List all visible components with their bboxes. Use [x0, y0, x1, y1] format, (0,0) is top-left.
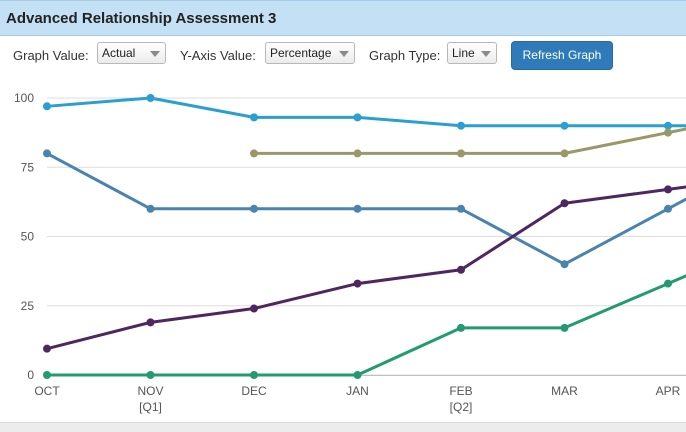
data-point [560, 323, 569, 332]
data-point [353, 113, 362, 122]
series-line-4 [46, 185, 686, 351]
y-tick-label: 75 [21, 160, 35, 174]
data-point [664, 185, 672, 194]
y-tick-label: 100 [14, 91, 34, 105]
data-point [664, 279, 672, 288]
series-line-3 [46, 152, 686, 266]
data-point [457, 265, 465, 274]
y-tick-label: 0 [27, 368, 34, 382]
chevron-down-icon [339, 51, 349, 57]
data-point [664, 128, 672, 137]
y-axis-value-label: Y-Axis Value: [180, 48, 256, 63]
refresh-graph-button[interactable]: Refresh Graph [511, 41, 613, 70]
graph-type-select[interactable]: Line [447, 42, 497, 64]
data-point [457, 149, 465, 158]
graph-toolbar: Graph Value: Actual Y-Axis Value: Percen… [0, 36, 686, 76]
series-line-5 [47, 274, 686, 377]
graph-type-selected: Line [452, 46, 475, 60]
x-tick-label: DEC [241, 384, 267, 398]
data-point [146, 371, 155, 379]
data-point [457, 204, 465, 213]
x-quarter-label: [Q1] [139, 400, 162, 414]
data-point [250, 304, 258, 313]
graph-value-label: Graph Value: [13, 48, 89, 63]
data-point [353, 204, 362, 213]
series-line-1 [46, 96, 686, 128]
x-tick-label: MAR [551, 384, 578, 398]
panel-footer-strip [0, 422, 686, 432]
y-tick-label: 25 [21, 299, 35, 313]
panel-header: Advanced Relationship Assessment 3 [0, 0, 686, 36]
data-point [43, 149, 51, 158]
x-quarter-label: [Q2] [450, 400, 473, 414]
chevron-down-icon [150, 51, 160, 57]
data-point [560, 260, 569, 269]
data-point [457, 121, 465, 130]
data-point [353, 371, 362, 379]
data-point [146, 318, 155, 327]
chevron-down-icon [481, 51, 491, 57]
graph-value-select[interactable]: Actual [97, 42, 166, 64]
data-point [664, 121, 672, 130]
data-point [250, 371, 258, 379]
data-point [457, 323, 465, 332]
data-point [43, 344, 51, 353]
data-point [43, 102, 51, 111]
data-point [560, 149, 569, 158]
data-point [43, 371, 51, 379]
data-point [146, 94, 155, 102]
y-axis-value-select[interactable]: Percentage [265, 42, 355, 64]
data-point [250, 204, 258, 213]
data-point [353, 149, 362, 158]
y-tick-label: 50 [21, 230, 35, 244]
panel-title: Advanced Relationship Assessment 3 [6, 10, 277, 27]
graph-type-label: Graph Type: [369, 48, 441, 63]
data-point [353, 279, 362, 288]
y-axis-value-selected: Percentage [270, 46, 332, 60]
x-tick-label: OCT [34, 384, 60, 398]
graph-value-selected: Actual [102, 46, 136, 60]
data-point [146, 204, 155, 213]
line-chart: 0 25 50 75 100 OCT NOV [Q1] DEC JAN FEB [Q2] MAR APR [14, 91, 686, 414]
data-point [250, 149, 258, 158]
data-point [560, 121, 569, 130]
x-tick-label: NOV [137, 384, 163, 398]
series-line-2 [254, 127, 686, 155]
data-point [664, 204, 672, 213]
data-point [250, 113, 258, 122]
data-point [560, 199, 569, 208]
x-tick-label: APR [656, 384, 681, 398]
x-tick-label: FEB [449, 384, 472, 398]
x-tick-label: JAN [346, 384, 369, 398]
